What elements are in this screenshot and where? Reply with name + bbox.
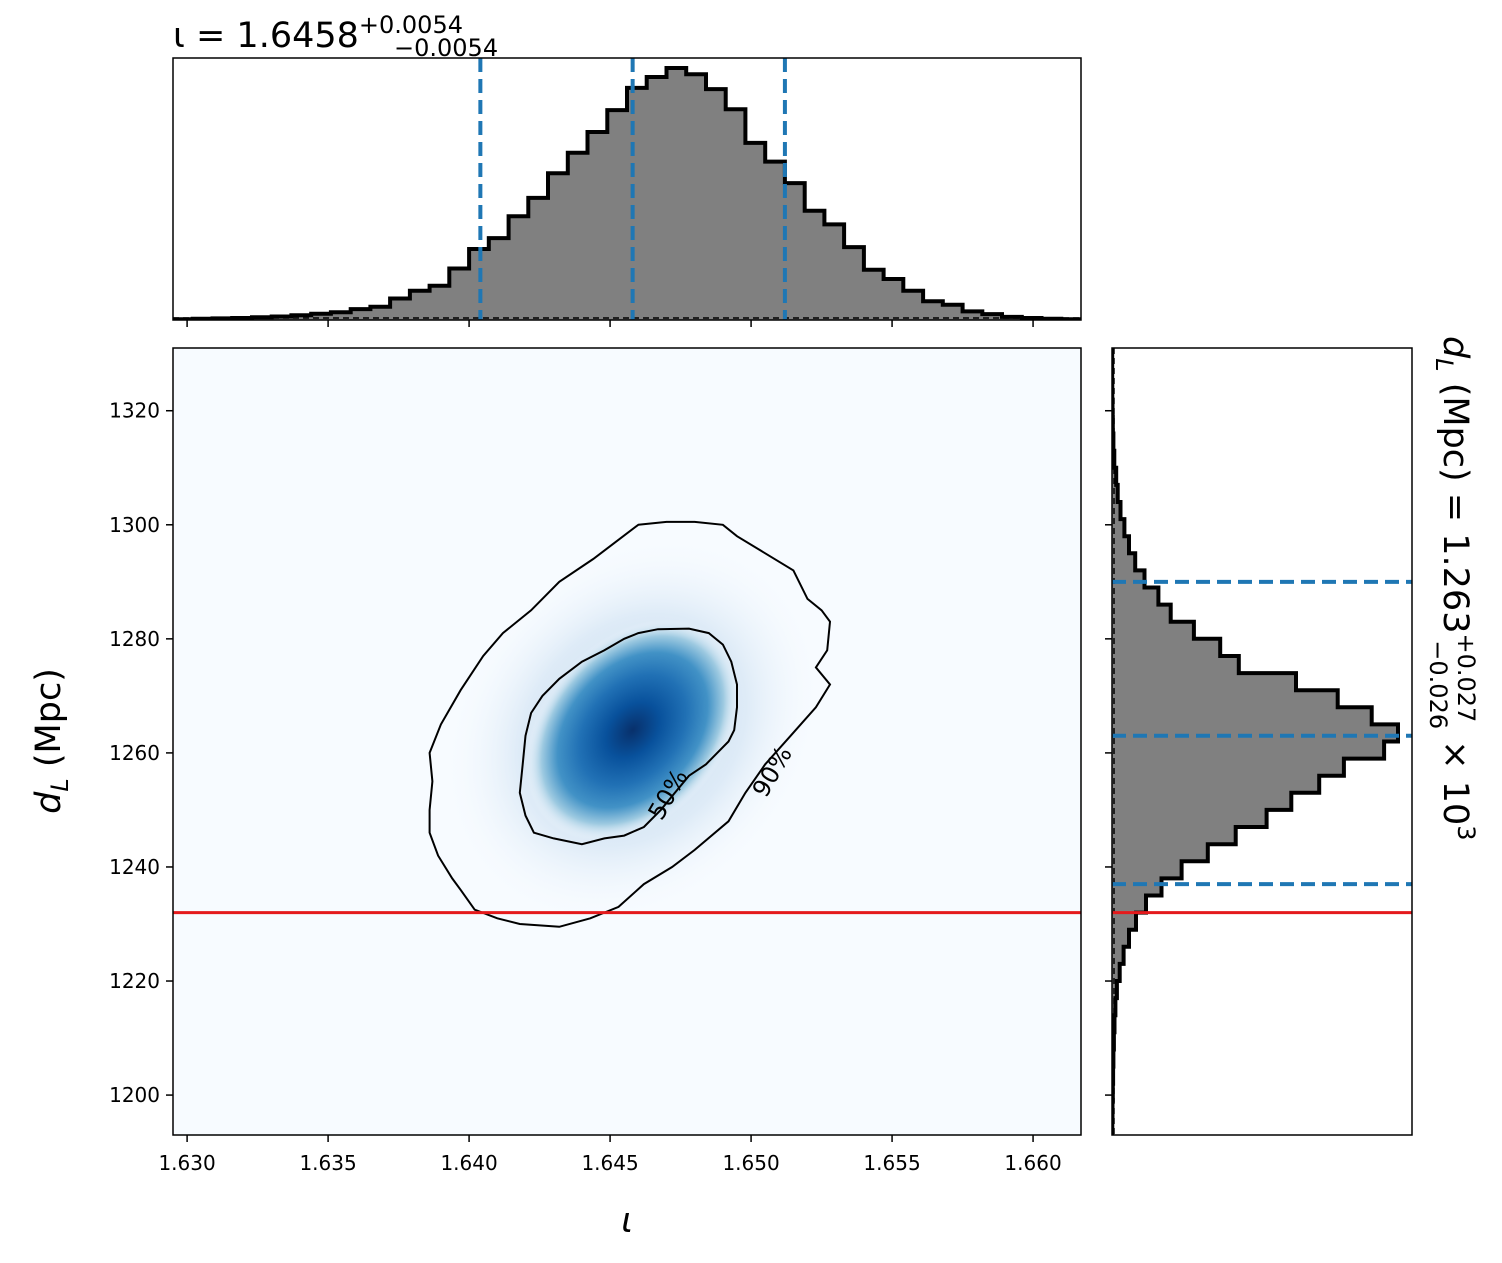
x-tick-label: 1.635 [299,1151,356,1175]
x-tick-label: 1.650 [722,1151,779,1175]
right-marginal-frame [1111,347,1413,1136]
top-histogram-step [173,66,1081,320]
top-marginal-title: ι = 1.6458+0.0054 [173,11,463,56]
x-axis-label: ι [621,1201,633,1241]
density-map [443,536,822,924]
joint-panel: 50% 90% 1.630 1.635 1.640 1.645 1.650 1.655 1.6… [29,347,1082,1241]
x-tick-label: 1.655 [863,1151,920,1175]
x-tick-label: 1.645 [581,1151,638,1175]
contour-50pct [518,627,738,846]
contour-90pct [428,520,832,928]
top-marginal-title-sub: −0.0054 [394,34,498,62]
y-tick-label: 1200 [109,1083,160,1107]
right-marginal-panel: dL (Mpc) = 1.263+0.027−0.026 × 103 [1105,336,1480,1136]
right-histogram-fill [1112,348,1398,1135]
x-tick-label: 1.630 [158,1151,215,1175]
top-marginal-panel: ι = 1.6458+0.0054 −0.0054 [172,11,1082,327]
right-marginal-label: dL (Mpc) = 1.263+0.027−0.026 × 103 [1424,336,1480,841]
y-tick-label: 1260 [109,741,160,765]
top-marginal-frame [172,57,1082,321]
y-tick-label: 1220 [109,969,160,993]
y-tick-label: 1240 [109,855,160,879]
y-tick-label: 1320 [109,399,160,423]
right-histogram-step [1112,348,1400,1135]
x-tick-label: 1.660 [1004,1151,1061,1175]
top-histogram-fill [173,68,1081,320]
y-axis-label: dL (Mpc) [29,668,74,814]
joint-frame [172,347,1082,1136]
density-core [525,619,740,841]
y-tick-label: 1280 [109,627,160,651]
x-tick-label: 1.640 [440,1151,497,1175]
y-tick-label: 1300 [109,513,160,537]
